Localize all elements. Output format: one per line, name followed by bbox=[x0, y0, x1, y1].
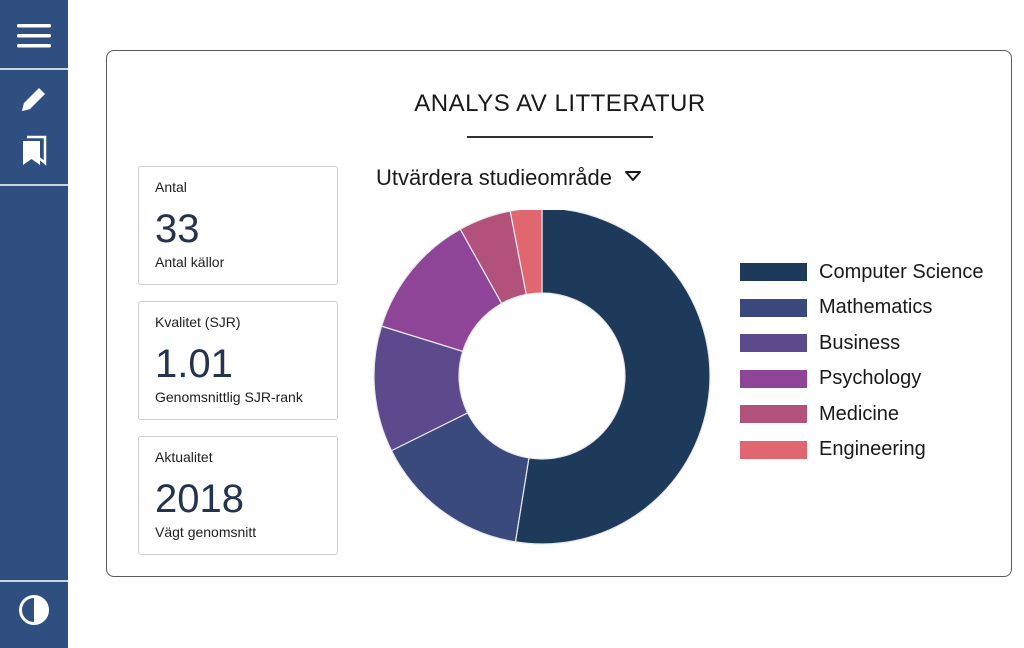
sidebar-divider bbox=[0, 184, 68, 186]
legend-label: Medicine bbox=[819, 402, 900, 425]
sidebar bbox=[0, 0, 68, 648]
legend-swatch bbox=[740, 369, 807, 388]
study-area-donut-chart bbox=[373, 210, 711, 545]
contrast-icon bbox=[19, 595, 49, 625]
menu-icon bbox=[17, 24, 51, 48]
stat-caption: Genomsnittlig SJR-rank bbox=[155, 389, 303, 405]
stat-label: Kvalitet (SJR) bbox=[155, 314, 241, 330]
legend-swatch bbox=[740, 405, 807, 423]
title-underline bbox=[467, 136, 653, 138]
donut-slice-computer-science[interactable] bbox=[514, 210, 711, 545]
legend-item: Medicine bbox=[740, 399, 899, 429]
legend-item: Mathematics bbox=[740, 293, 932, 323]
legend-label: Engineering bbox=[819, 438, 926, 460]
stat-label: Antal bbox=[155, 179, 187, 195]
legend-label: Psychology bbox=[819, 367, 922, 389]
stat-caption: Vägt genomsnitt bbox=[155, 524, 257, 540]
stat-value: 1.01 bbox=[155, 342, 233, 386]
legend-item: Engineering bbox=[740, 435, 926, 465]
pencil-icon bbox=[22, 85, 48, 111]
edit-button[interactable] bbox=[14, 79, 54, 119]
stat-label: Aktualitet bbox=[155, 449, 213, 465]
legend-swatch bbox=[740, 334, 807, 352]
dropdown-selected-value: Utvärdera studieområde bbox=[376, 165, 613, 190]
sidebar-divider bbox=[0, 580, 68, 582]
stat-caption: Antal källor bbox=[155, 254, 225, 270]
stat-card-quality: Kvalitet (SJR) 1.01 Genomsnittlig SJR-ra… bbox=[138, 301, 338, 420]
legend-swatch bbox=[740, 298, 807, 317]
stat-value: 33 bbox=[155, 207, 200, 251]
legend-label: Mathematics bbox=[819, 296, 933, 318]
stat-card-count: Antal 33 Antal källor bbox=[138, 166, 338, 285]
bookmarks-icon bbox=[23, 135, 47, 166]
legend-item: Psychology bbox=[740, 364, 921, 394]
legend-label: Computer Science bbox=[819, 260, 984, 283]
legend-swatch bbox=[740, 440, 807, 459]
stat-value: 2018 bbox=[155, 477, 244, 521]
study-area-dropdown[interactable]: Utvärdera studieområde bbox=[376, 162, 642, 194]
legend-item: Computer Science bbox=[740, 257, 984, 287]
stat-card-recency: Aktualitet 2018 Vägt genomsnitt bbox=[138, 436, 338, 555]
sidebar-divider bbox=[0, 68, 68, 70]
legend-swatch bbox=[740, 263, 807, 281]
caret-down-icon bbox=[624, 169, 642, 187]
legend-label: Business bbox=[819, 331, 901, 354]
bookmarks-button[interactable] bbox=[14, 131, 54, 171]
legend-item: Business bbox=[740, 328, 900, 358]
contrast-toggle-button[interactable] bbox=[14, 590, 54, 630]
donut-slice-engineering[interactable] bbox=[509, 210, 543, 296]
menu-button[interactable] bbox=[14, 16, 54, 56]
page-title: ANALYS AV LITTERATUR bbox=[414, 90, 706, 117]
